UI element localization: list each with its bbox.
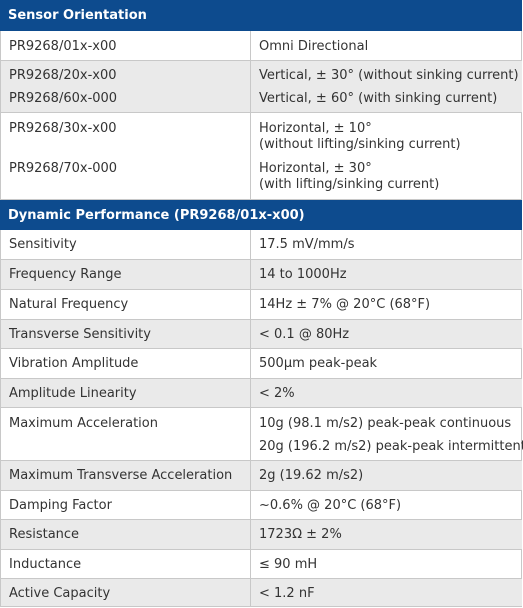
value-cell: 14Hz ± 7% @ 20°C (68°F) [251,290,522,319]
value-cell: 17.5 mV/mm/s [251,230,522,259]
table-row: Amplitude Linearity < 2% [0,379,522,408]
value-cell: ≤ 90 mH [251,550,522,578]
value-cell: Vertical, ± 30° (without sinking current… [251,61,522,112]
label-cell: Transverse Sensitivity [0,320,251,348]
table-row: Maximum Acceleration 10g (98.1 m/s2) pea… [0,408,523,461]
row-value: Omni Directional [259,39,369,54]
row-label: Amplitude Linearity [9,386,137,401]
table-row: Active Capacity < 1.2 nF [0,579,522,607]
row-value: 14Hz ± 7% @ 20°C (68°F) [259,297,431,312]
row-value: (without lifting/sinking current) [259,137,461,152]
row-label: Sensitivity [9,237,77,252]
value-cell: 1723Ω ± 2% [251,520,522,549]
row-label: Vibration Amplitude [9,356,139,371]
row-value: Vertical, ± 30° (without sinking current… [259,68,519,83]
table-row: Transverse Sensitivity < 0.1 @ 80Hz [0,320,522,349]
row-value: Horizontal, ± 30° [259,161,372,176]
row-value: 500µm peak-peak [259,356,378,371]
label-cell: Amplitude Linearity [0,379,251,407]
label-cell: Vibration Amplitude [0,349,251,378]
row-label: Natural Frequency [9,297,129,312]
value-cell: 14 to 1000Hz [251,260,522,289]
label-cell: PR9268/01x-x00 [0,31,251,60]
row-label: Inductance [9,557,82,572]
row-label: PR9268/30x-x00 [9,121,117,136]
row-value: < 2% [259,386,295,401]
row-value: 1723Ω ± 2% [259,527,342,542]
section-header-dynamic-performance: Dynamic Performance (PR9268/01x-x00) [0,200,522,230]
row-label: Maximum Acceleration [9,416,158,431]
row-label: PR9268/01x-x00 [9,39,117,54]
value-cell: < 0.1 @ 80Hz [251,320,522,348]
row-value: (with lifting/sinking current) [259,177,440,192]
row-value: < 0.1 @ 80Hz [259,327,350,342]
row-value: 20g (196.2 m/s2) peak-peak intermittent [259,439,523,454]
value-cell: Omni Directional [251,31,522,60]
row-value: Horizontal, ± 10° [259,121,372,136]
table-row: Damping Factor ~0.6% @ 20°C (68°F) [0,491,522,520]
row-label: PR9268/70x-000 [9,161,118,176]
label-cell: Inductance [0,550,251,578]
row-value: ~0.6% @ 20°C (68°F) [259,498,402,513]
label-cell: Active Capacity [0,579,251,606]
value-cell: 10g (98.1 m/s2) peak-peak continuous 20g… [251,408,523,460]
label-cell: PR9268/30x-x00 PR9268/70x-000 [0,113,251,199]
table-row: Maximum Transverse Acceleration 2g (19.6… [0,461,522,491]
label-cell: Resistance [0,520,251,549]
table-row: Frequency Range 14 to 1000Hz [0,260,522,290]
row-label: Active Capacity [9,586,111,601]
section-header-sensor-orientation: Sensor Orientation [0,0,522,31]
row-value: 17.5 mV/mm/s [259,237,355,252]
table-row: PR9268/30x-x00 PR9268/70x-000 Horizontal… [0,113,522,200]
row-label: Transverse Sensitivity [9,327,151,342]
table-row: PR9268/01x-x00 Omni Directional [0,31,522,61]
table-row: Resistance 1723Ω ± 2% [0,520,522,550]
row-label: Maximum Transverse Acceleration [9,468,233,483]
row-label: PR9268/60x-000 [9,91,118,106]
value-cell: 500µm peak-peak [251,349,522,378]
label-cell: Damping Factor [0,491,251,519]
table-row: Vibration Amplitude 500µm peak-peak [0,349,522,379]
table-row: Sensitivity 17.5 mV/mm/s [0,230,522,260]
label-cell: Maximum Acceleration [0,408,251,460]
row-value: 2g (19.62 m/s2) [259,468,364,483]
row-value: 10g (98.1 m/s2) peak-peak continuous [259,416,512,431]
section-title: Sensor Orientation [8,8,147,23]
row-label: Resistance [9,527,80,542]
table-row: Inductance ≤ 90 mH [0,550,522,579]
value-cell: < 1.2 nF [251,579,522,606]
label-cell: PR9268/20x-x00 PR9268/60x-000 [0,61,251,112]
label-cell: Frequency Range [0,260,251,289]
row-value: < 1.2 nF [259,586,315,601]
label-cell: Sensitivity [0,230,251,259]
value-cell: 2g (19.62 m/s2) [251,461,522,490]
table-row: PR9268/20x-x00 PR9268/60x-000 Vertical, … [0,61,522,113]
row-value: 14 to 1000Hz [259,267,347,282]
row-label: Damping Factor [9,498,112,513]
row-label: Frequency Range [9,267,122,282]
table-row: Natural Frequency 14Hz ± 7% @ 20°C (68°F… [0,290,522,320]
label-cell: Maximum Transverse Acceleration [0,461,251,490]
value-cell: ~0.6% @ 20°C (68°F) [251,491,522,519]
row-value: Vertical, ± 60° (with sinking current) [259,91,498,106]
section-title: Dynamic Performance (PR9268/01x-x00) [8,207,305,223]
value-cell: Horizontal, ± 10° (without lifting/sinki… [251,113,522,199]
row-value: ≤ 90 mH [259,557,318,572]
value-cell: < 2% [251,379,522,407]
row-label: PR9268/20x-x00 [9,68,117,83]
label-cell: Natural Frequency [0,290,251,319]
